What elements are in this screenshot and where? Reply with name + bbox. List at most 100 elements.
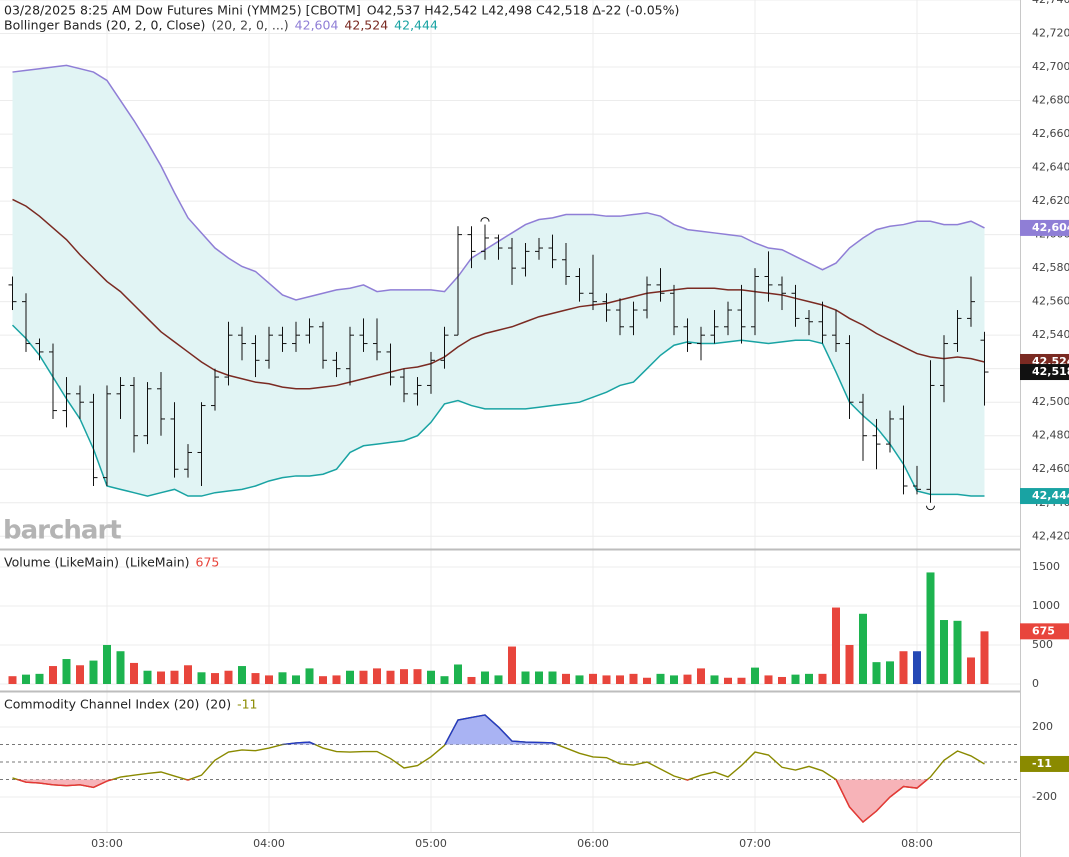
x-tick-label: 03:00 — [91, 837, 123, 850]
volume-bar — [480, 671, 489, 684]
volume-bar — [305, 668, 314, 684]
volume-bar — [804, 673, 813, 684]
band-fill — [12, 65, 985, 497]
legend-text: 42,604 — [295, 18, 339, 33]
legend-text: O42,537 H42,542 L42,498 C42,518 Δ-22 (-0… — [367, 3, 680, 18]
volume-bar — [750, 667, 759, 684]
legend-text: 03/28/2025 8:25 AM Dow Futures Mini (YMM… — [4, 3, 361, 18]
volume-bar — [440, 676, 449, 684]
volume-bar — [642, 677, 651, 684]
volume-bar — [507, 646, 516, 684]
volume-bar — [561, 673, 570, 684]
volume-bar — [831, 607, 840, 684]
price-badge — [1020, 755, 1069, 772]
volume-bar — [399, 669, 408, 684]
y-tick-label: 42,560 — [1032, 295, 1069, 308]
badge-label: 42,518 — [1032, 365, 1069, 378]
volume-bar — [926, 572, 935, 684]
x-tick-label: 07:00 — [739, 837, 771, 850]
x-tick-label: 04:00 — [253, 837, 285, 850]
volume-bar — [278, 672, 287, 684]
y-tick-label: 500 — [1032, 638, 1053, 651]
volume-bar — [197, 672, 206, 684]
volume-bar — [264, 675, 273, 684]
volume-bar — [858, 613, 867, 684]
volume-bar — [494, 675, 503, 684]
x-tick-label: 08:00 — [901, 837, 933, 850]
volume-bar — [737, 677, 746, 684]
volume-bar — [332, 675, 341, 684]
volume-bar — [372, 668, 381, 684]
volume-bar — [35, 673, 44, 684]
volume-bar — [453, 664, 462, 684]
y-tick-label: 42,640 — [1032, 161, 1069, 174]
volume-bar — [656, 673, 665, 684]
volume-bar — [426, 670, 435, 684]
legend-text: 42,524 — [344, 18, 388, 33]
price-badge — [1020, 364, 1069, 381]
volume-bar — [710, 675, 719, 684]
volume-bar — [183, 665, 192, 684]
volume-bar — [345, 670, 354, 684]
volume-bar — [602, 675, 611, 684]
y-tick-label: 0 — [1032, 677, 1039, 690]
volume-bar — [575, 675, 584, 684]
volume-bar — [62, 659, 71, 684]
legend-text: 675 — [196, 555, 220, 570]
badge-label: -11 — [1032, 757, 1052, 770]
badge-label: 42,444 — [1032, 489, 1069, 502]
volume-bar — [588, 673, 597, 684]
volume-bar — [467, 676, 476, 684]
x-tick-label: 06:00 — [577, 837, 609, 850]
y-tick-label: 42,480 — [1032, 429, 1069, 442]
y-tick-label: 42,700 — [1032, 60, 1069, 73]
legend-text: (20) — [205, 697, 231, 712]
volume-bar — [885, 661, 894, 684]
volume-bar — [912, 651, 921, 684]
volume-bar — [237, 666, 246, 684]
y-tick-label: 1500 — [1032, 560, 1060, 573]
volume-bar — [791, 674, 800, 684]
volume-bar — [764, 675, 773, 684]
legend-text: (LikeMain) — [125, 555, 190, 570]
volume-bar — [103, 644, 112, 684]
volume-bar — [318, 676, 327, 684]
volume-bar — [980, 631, 989, 684]
volume-bar — [386, 670, 395, 684]
y-tick-label: 42,720 — [1032, 27, 1069, 40]
volume-bar — [224, 670, 233, 684]
volume-bar — [548, 671, 557, 684]
watermark: barchart — [3, 516, 121, 546]
legend-text: Commodity Channel Index (20) — [4, 697, 199, 712]
cci-fill-above — [282, 714, 557, 745]
volume-bar — [615, 675, 624, 684]
volume-bar — [359, 670, 368, 684]
volume-bar — [170, 670, 179, 684]
volume-bar — [939, 620, 948, 684]
x-tick-label: 05:00 — [415, 837, 447, 850]
y-tick-label: 42,740 — [1032, 0, 1069, 6]
y-tick-label: 42,680 — [1032, 94, 1069, 107]
volume-bar — [76, 665, 85, 684]
y-tick-label: 42,460 — [1032, 462, 1069, 475]
volume-bar — [845, 644, 854, 684]
y-tick-label: 42,620 — [1032, 194, 1069, 207]
price-badge — [1020, 488, 1069, 505]
volume-bar — [899, 651, 908, 684]
volume-bar — [521, 671, 530, 684]
volume-bar — [777, 676, 786, 684]
cci-fill-below — [12, 779, 985, 823]
price-badge — [1020, 623, 1069, 640]
volume-bar — [953, 620, 962, 684]
volume-bar — [966, 657, 975, 684]
price-badge — [1020, 219, 1069, 236]
y-tick-label: 42,540 — [1032, 328, 1069, 341]
volume-bar — [210, 673, 219, 684]
volume-bar — [696, 668, 705, 684]
volume-bar — [683, 674, 692, 684]
legend-text: Volume (LikeMain) — [4, 555, 119, 570]
legend-text: (20, 2, 0, ...) — [211, 18, 288, 33]
y-tick-label: -200 — [1032, 790, 1057, 803]
y-tick-label: 42,580 — [1032, 261, 1069, 274]
